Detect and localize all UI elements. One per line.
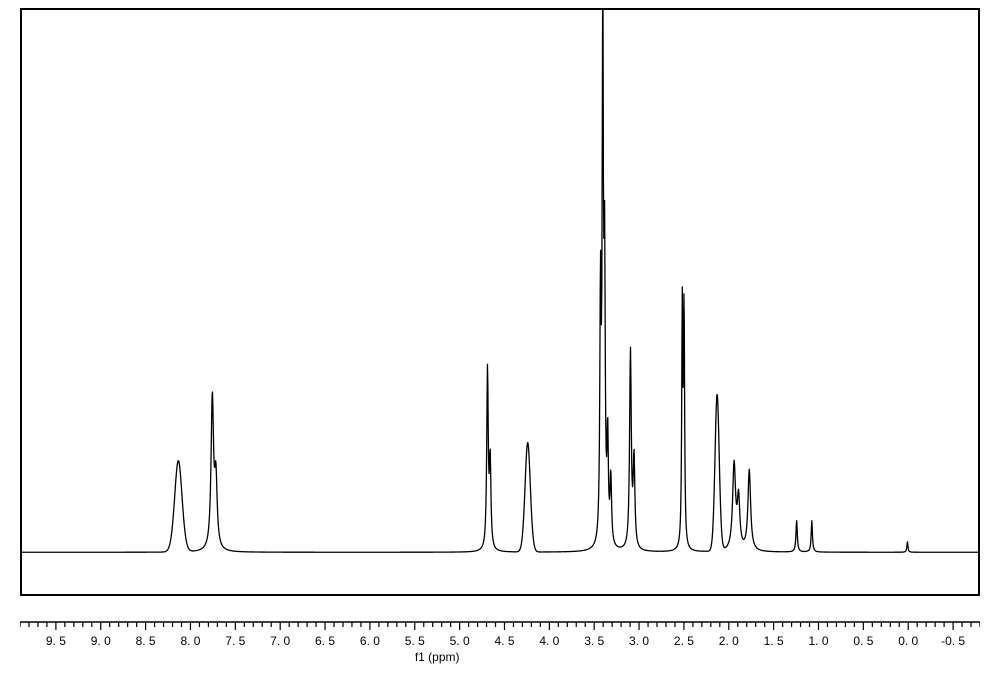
axis-tick-label: 3. 5 xyxy=(584,634,604,648)
axis-title: f1 (ppm) xyxy=(415,650,460,664)
axis-tick-label: 8. 0 xyxy=(180,634,200,648)
axis-tick-label: 7. 0 xyxy=(270,634,290,648)
axis-tick-label: 9. 5 xyxy=(46,634,66,648)
spectrum-trace xyxy=(22,10,978,594)
axis-tick-label: 7. 5 xyxy=(225,634,245,648)
ppm-axis: 9. 5 9. 0 8. 5 8. 0 7. 5 7. 0 6. 5 6. 0 5. 5 5. 0… xyxy=(20,620,980,680)
axis-tick-label: 1. 5 xyxy=(764,634,784,648)
nmr-figure: 9. 5 9. 0 8. 5 8. 0 7. 5 7. 0 6. 5 6. 0 5. 5 5. 0… xyxy=(0,0,1000,690)
axis-tick-label: 0. 0 xyxy=(898,634,918,648)
axis-tick-label: 9. 0 xyxy=(91,634,111,648)
spectrum-plot xyxy=(20,8,980,596)
axis-tick-label: 1. 0 xyxy=(808,634,828,648)
axis-tick-label: 6. 0 xyxy=(360,634,380,648)
axis-ruler xyxy=(20,620,980,680)
axis-tick-label: 4. 0 xyxy=(539,634,559,648)
axis-tick-label: 4. 5 xyxy=(494,634,514,648)
axis-tick-label: 8. 5 xyxy=(136,634,156,648)
axis-tick-label: 5. 0 xyxy=(450,634,470,648)
axis-tick-label: 2. 5 xyxy=(674,634,694,648)
axis-tick-label: -0. 5 xyxy=(941,634,965,648)
axis-tick-label: 5. 5 xyxy=(405,634,425,648)
axis-tick-label: 0. 5 xyxy=(853,634,873,648)
axis-tick-label: 6. 5 xyxy=(315,634,335,648)
axis-tick-label: 2. 0 xyxy=(719,634,739,648)
axis-tick-label: 3. 0 xyxy=(629,634,649,648)
